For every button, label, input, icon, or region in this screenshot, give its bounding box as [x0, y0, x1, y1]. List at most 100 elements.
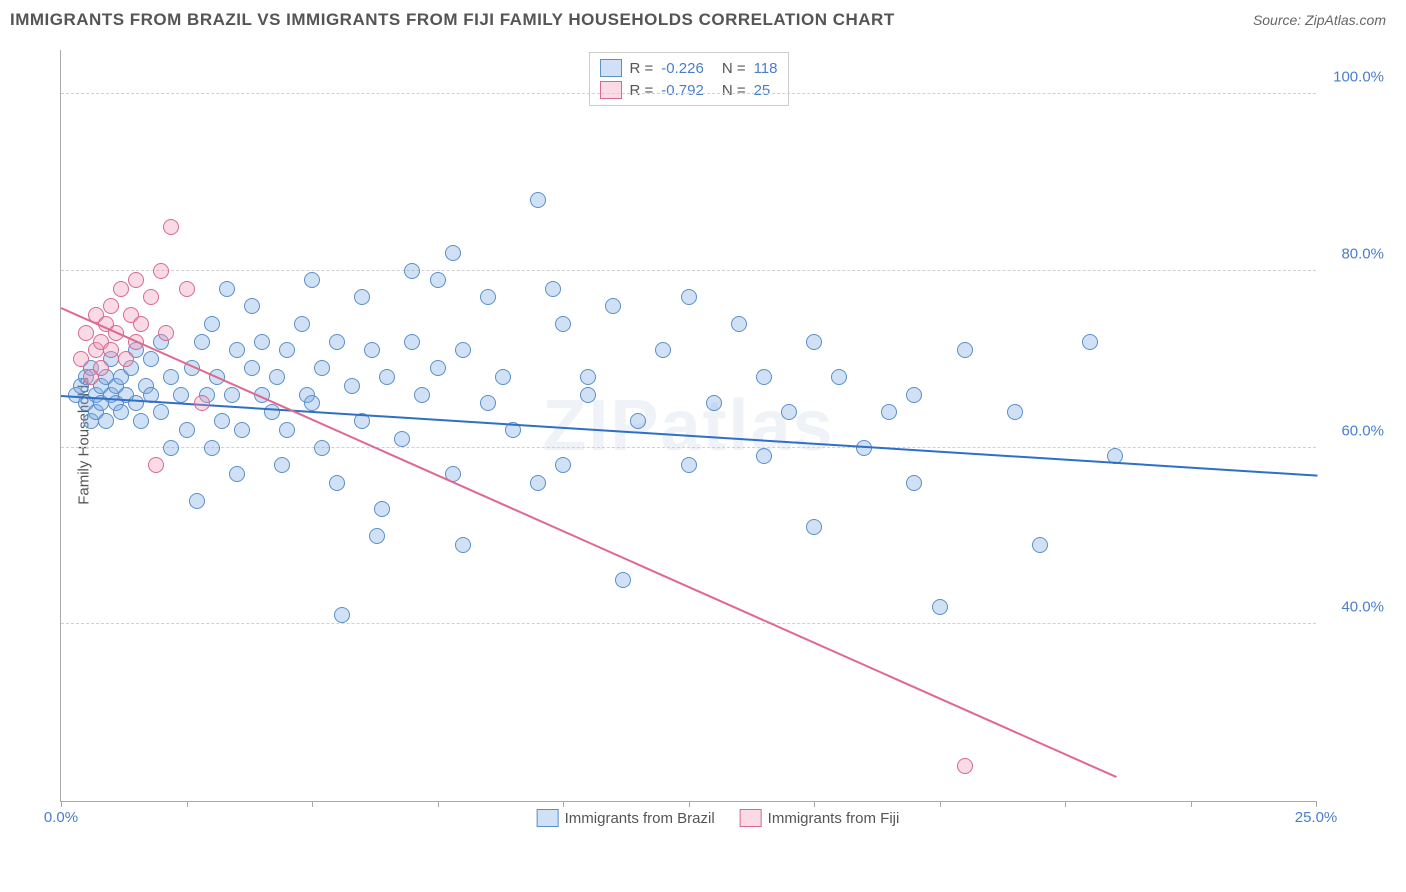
data-point: [229, 342, 245, 358]
legend-n-label: N =: [722, 60, 746, 77]
data-point: [194, 334, 210, 350]
data-point: [394, 431, 410, 447]
data-point: [179, 281, 195, 297]
data-point: [957, 758, 973, 774]
data-point: [630, 413, 646, 429]
data-point: [304, 272, 320, 288]
data-point: [214, 413, 230, 429]
data-point: [580, 387, 596, 403]
x-min-label: 0.0%: [44, 809, 78, 826]
data-point: [219, 281, 235, 297]
data-point: [244, 360, 260, 376]
legend-stat-row: R = -0.792 N = 25: [600, 79, 778, 101]
data-point: [480, 395, 496, 411]
x-tick: [814, 801, 815, 807]
data-point: [113, 281, 129, 297]
y-tick-label: 100.0%: [1324, 69, 1384, 86]
data-point: [194, 395, 210, 411]
x-tick: [187, 801, 188, 807]
data-point: [73, 351, 89, 367]
data-point: [1032, 537, 1048, 553]
x-tick: [940, 801, 941, 807]
data-point: [244, 298, 260, 314]
chart-title: IMMIGRANTS FROM BRAZIL VS IMMIGRANTS FRO…: [10, 10, 895, 30]
data-point: [179, 422, 195, 438]
data-point: [158, 325, 174, 341]
data-point: [234, 422, 250, 438]
data-point: [706, 395, 722, 411]
data-point: [98, 413, 114, 429]
data-point: [78, 325, 94, 341]
data-point: [906, 475, 922, 491]
data-point: [128, 272, 144, 288]
data-point: [906, 387, 922, 403]
data-point: [274, 457, 290, 473]
data-point: [163, 219, 179, 235]
data-point: [1082, 334, 1098, 350]
data-point: [430, 272, 446, 288]
data-point: [781, 404, 797, 420]
plot-area: ZIPatlas R =-0.226N =118R =-0.792N =25 4…: [60, 50, 1316, 802]
legend-series-item: Immigrants from Fiji: [740, 809, 900, 827]
gridline: [61, 270, 1316, 271]
data-point: [831, 369, 847, 385]
data-point: [294, 316, 310, 332]
data-point: [480, 289, 496, 305]
data-point: [314, 440, 330, 456]
legend-n-value: 25: [754, 82, 771, 99]
data-point: [329, 475, 345, 491]
legend-r-label: R =: [630, 60, 654, 77]
data-point: [555, 316, 571, 332]
source-label: Source: ZipAtlas.com: [1253, 12, 1386, 28]
chart-container: Family Households ZIPatlas R =-0.226N =1…: [50, 50, 1386, 832]
data-point: [143, 351, 159, 367]
data-point: [344, 378, 360, 394]
data-point: [455, 342, 471, 358]
data-point: [555, 457, 571, 473]
x-tick: [1316, 801, 1317, 807]
data-point: [163, 440, 179, 456]
data-point: [329, 334, 345, 350]
x-max-label: 25.0%: [1295, 809, 1338, 826]
data-point: [806, 519, 822, 535]
x-tick: [438, 801, 439, 807]
data-point: [229, 466, 245, 482]
data-point: [530, 192, 546, 208]
legend-swatch: [600, 59, 622, 77]
legend-swatch: [537, 809, 559, 827]
data-point: [615, 572, 631, 588]
data-point: [254, 334, 270, 350]
data-point: [445, 245, 461, 261]
data-point: [153, 263, 169, 279]
legend-r-value: -0.792: [661, 82, 704, 99]
legend-n-value: 118: [754, 60, 778, 77]
data-point: [756, 369, 772, 385]
data-point: [314, 360, 330, 376]
data-point: [189, 493, 205, 509]
data-point: [731, 316, 747, 332]
data-point: [354, 289, 370, 305]
data-point: [133, 316, 149, 332]
legend-swatch: [600, 81, 622, 99]
data-point: [133, 413, 149, 429]
data-point: [369, 528, 385, 544]
data-point: [881, 404, 897, 420]
data-point: [204, 316, 220, 332]
series-legend: Immigrants from BrazilImmigrants from Fi…: [537, 809, 900, 827]
data-point: [655, 342, 671, 358]
data-point: [364, 342, 380, 358]
data-point: [605, 298, 621, 314]
gridline: [61, 93, 1316, 94]
legend-n-label: N =: [722, 82, 746, 99]
legend-r-label: R =: [630, 82, 654, 99]
data-point: [379, 369, 395, 385]
x-tick: [1065, 801, 1066, 807]
data-point: [148, 457, 164, 473]
data-point: [143, 289, 159, 305]
data-point: [1007, 404, 1023, 420]
data-point: [163, 369, 179, 385]
x-tick: [61, 801, 62, 807]
data-point: [153, 404, 169, 420]
data-point: [414, 387, 430, 403]
data-point: [304, 395, 320, 411]
